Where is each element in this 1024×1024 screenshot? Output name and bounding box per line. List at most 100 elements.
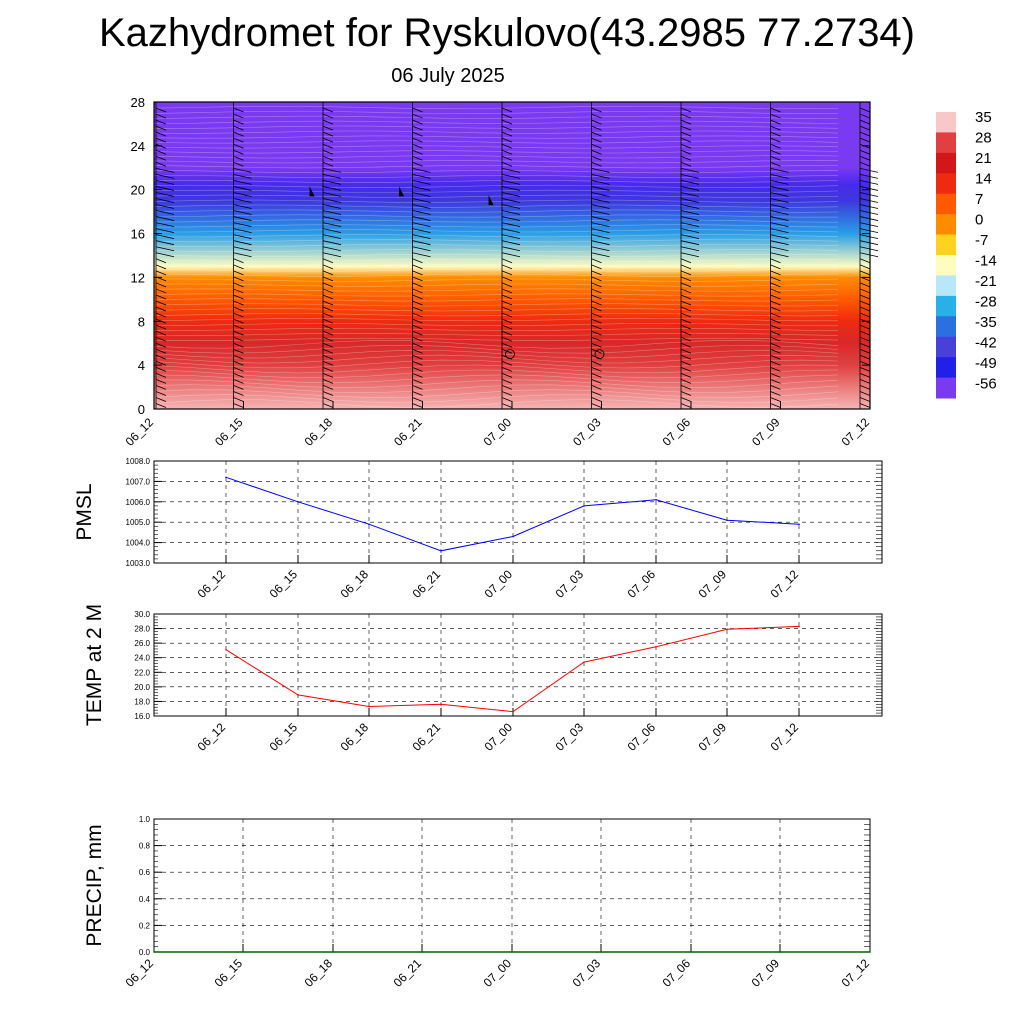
wind-barb bbox=[770, 312, 781, 318]
wind-barb bbox=[233, 210, 252, 215]
wind-barb bbox=[155, 155, 167, 161]
wind-barb bbox=[501, 348, 513, 354]
wind-barb bbox=[233, 270, 244, 276]
wind-barb bbox=[859, 276, 871, 282]
wind-barb bbox=[680, 192, 700, 197]
wind-barb bbox=[501, 240, 521, 246]
wind-barb bbox=[501, 173, 521, 179]
data-point bbox=[600, 951, 602, 953]
wind-barb bbox=[322, 161, 334, 167]
data-point bbox=[225, 476, 227, 479]
wind-barb bbox=[680, 270, 692, 276]
x-tick-label: 07_03 bbox=[553, 567, 587, 601]
wind-barb bbox=[155, 192, 175, 197]
colorbar-label: -49 bbox=[975, 355, 997, 372]
wind-barb bbox=[680, 113, 692, 119]
y-axis-title: TEMP at 2 M bbox=[83, 604, 106, 726]
wind-barb bbox=[322, 149, 334, 155]
colorbar-swatch bbox=[936, 255, 956, 276]
wind-barb bbox=[322, 228, 342, 234]
contour-line bbox=[153, 209, 839, 213]
wind-barb bbox=[770, 149, 781, 155]
contour-line bbox=[153, 253, 839, 258]
wind-barb bbox=[680, 234, 700, 240]
contour-line bbox=[153, 145, 839, 149]
wind-barb bbox=[501, 222, 521, 227]
x-tick-label: 07_06 bbox=[660, 415, 694, 449]
wind-barb bbox=[412, 385, 423, 390]
contour-line bbox=[153, 344, 839, 354]
wind-barb bbox=[501, 143, 513, 149]
wind-barb bbox=[322, 234, 342, 240]
contour-line bbox=[153, 303, 839, 307]
wind-barb bbox=[155, 137, 167, 143]
x-tick-label: 06_21 bbox=[410, 720, 444, 754]
wind-barb bbox=[680, 216, 700, 221]
contour-line bbox=[153, 273, 839, 277]
wind-barb bbox=[501, 264, 513, 270]
wind-barb bbox=[591, 336, 602, 342]
wind-barb bbox=[233, 143, 244, 149]
wind-barb bbox=[859, 155, 871, 161]
x-tick-label: 06_15 bbox=[267, 720, 301, 754]
colorbar-label: 0 bbox=[975, 212, 983, 229]
wind-barb bbox=[501, 366, 513, 372]
wind-barb bbox=[412, 348, 423, 354]
wind-barb bbox=[233, 300, 244, 306]
grid bbox=[154, 461, 882, 563]
colorbar-label: 7 bbox=[975, 191, 983, 208]
wind-barb bbox=[591, 252, 610, 258]
wind-barb bbox=[233, 180, 252, 185]
wind-barb bbox=[155, 391, 167, 396]
wind-barb bbox=[680, 186, 700, 191]
wind-barb bbox=[501, 336, 513, 342]
wind-barb bbox=[859, 312, 871, 318]
precip-panel: 0.0 0.2 0.4 0.6 0.8 1.0 06_12 06_15 06_18 06_21 07… bbox=[83, 815, 872, 990]
wind-barb bbox=[322, 282, 334, 288]
wind-barb bbox=[591, 264, 602, 270]
wind-barb bbox=[680, 385, 692, 390]
wind-barb bbox=[155, 186, 175, 191]
chart-title: Kazhydromet for Ryskulovo(43.2985 77.273… bbox=[98, 11, 915, 55]
wind-barb bbox=[501, 372, 513, 378]
contour-line bbox=[153, 219, 839, 223]
wind-barb bbox=[155, 131, 167, 137]
wind-barb bbox=[859, 173, 879, 179]
contour-line bbox=[153, 140, 839, 144]
wind-barb bbox=[412, 342, 423, 348]
wind-barb bbox=[501, 131, 513, 137]
wind-barb bbox=[770, 264, 781, 270]
data-point bbox=[869, 951, 871, 953]
data-point bbox=[512, 710, 514, 713]
wind-barb bbox=[501, 360, 513, 366]
x-tick-label: 07_00 bbox=[481, 956, 515, 990]
x-tick-label: 07_06 bbox=[625, 720, 659, 754]
wind-barb bbox=[322, 240, 342, 246]
wind-barb bbox=[322, 125, 334, 131]
wind-barb bbox=[859, 342, 871, 348]
wind-barb bbox=[770, 282, 781, 288]
contour-line bbox=[153, 268, 839, 272]
wind-barb bbox=[680, 282, 692, 288]
wind-barb bbox=[412, 216, 431, 221]
wind-barb bbox=[680, 252, 700, 258]
wind-barb bbox=[322, 258, 334, 264]
x-tick-label: 07_09 bbox=[749, 415, 783, 449]
x-tick-label: 06_18 bbox=[302, 415, 336, 449]
wind-barb bbox=[680, 149, 692, 155]
colorbar-swatch bbox=[936, 132, 956, 154]
wind-pennant bbox=[309, 186, 315, 197]
wind-barb bbox=[322, 306, 334, 312]
y-tick-label: 18.0 bbox=[134, 697, 150, 706]
wind-barb bbox=[770, 192, 789, 197]
wind-barb bbox=[501, 342, 513, 348]
wind-barb bbox=[591, 192, 610, 197]
wind-barb bbox=[412, 234, 431, 240]
wind-barb bbox=[155, 336, 167, 342]
x-tick-label: 07_12 bbox=[768, 720, 802, 754]
wind-barb bbox=[322, 294, 334, 300]
wind-barb bbox=[859, 216, 879, 221]
contour-line bbox=[153, 364, 839, 374]
wind-barb bbox=[680, 348, 692, 354]
wind-barb bbox=[859, 167, 879, 173]
